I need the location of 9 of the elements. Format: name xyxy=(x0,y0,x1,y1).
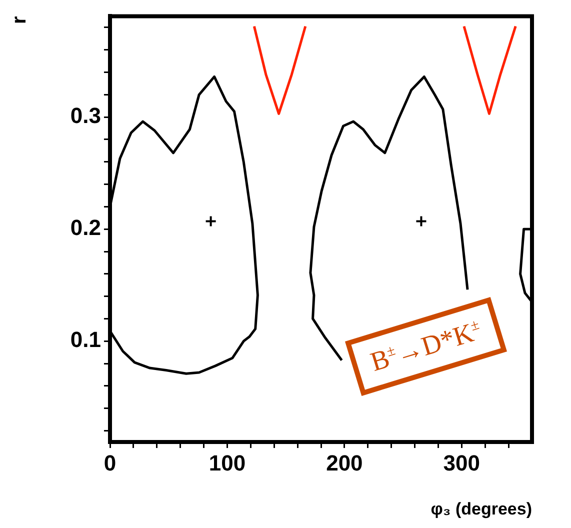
y-axis-title: r xyxy=(8,16,31,24)
y-tick-label: 0.2 xyxy=(70,215,101,240)
x-tick-label: 300 xyxy=(443,450,480,476)
y-tick-label: 0.1 xyxy=(70,327,101,352)
y-tick-label: 0.3 xyxy=(70,103,101,128)
x-tick-label: 0 xyxy=(104,450,116,476)
x-tick-label: 200 xyxy=(326,450,363,476)
x-tick-label: 100 xyxy=(208,450,246,476)
x-axis-title: φ₃ (degrees) xyxy=(430,499,532,518)
